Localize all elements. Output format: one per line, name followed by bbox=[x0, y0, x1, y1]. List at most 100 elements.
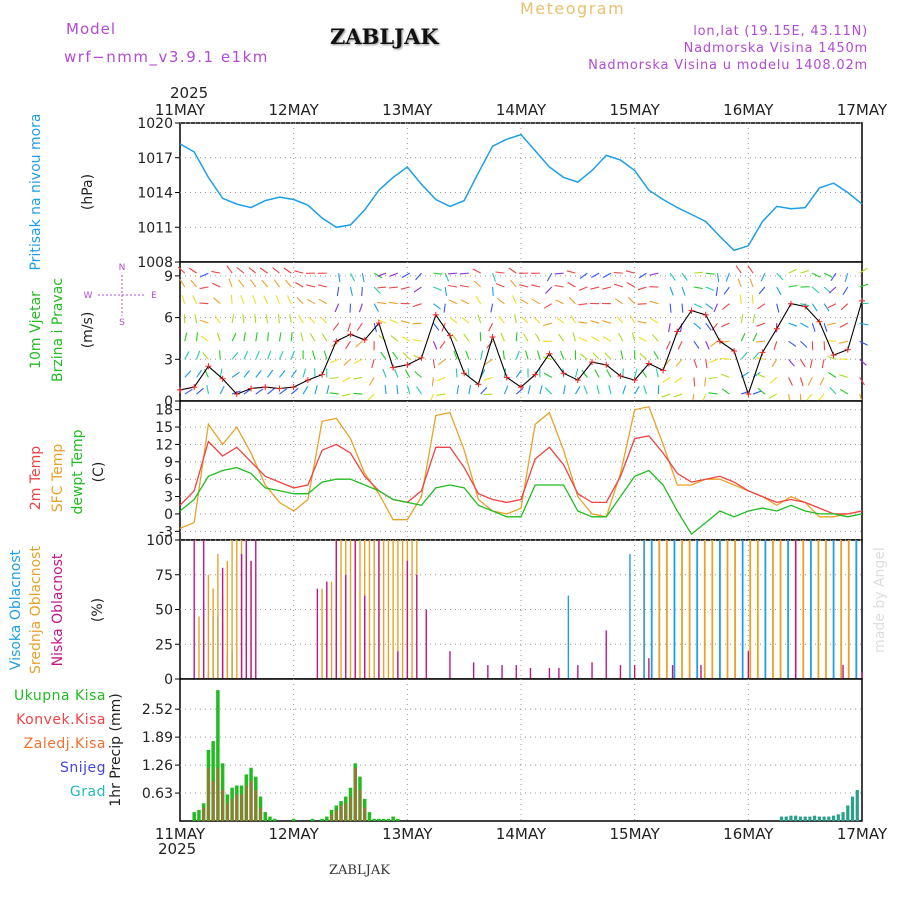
wind-barb bbox=[219, 368, 223, 378]
wind-gust-marker bbox=[532, 371, 539, 378]
wind-barb bbox=[196, 350, 201, 360]
wind-barb bbox=[492, 286, 494, 297]
wind-barb bbox=[196, 332, 198, 342]
wind-barb bbox=[242, 314, 245, 324]
wind-barb bbox=[823, 303, 830, 312]
wind-barb bbox=[437, 358, 446, 366]
wind-barb bbox=[708, 376, 718, 380]
precip-bar bbox=[272, 818, 277, 821]
wind-barb bbox=[568, 296, 576, 305]
wind-gust-marker bbox=[603, 361, 610, 368]
wind-barb bbox=[590, 286, 600, 290]
wind-barb bbox=[859, 267, 868, 274]
wind-barb bbox=[404, 369, 411, 378]
wind-barb bbox=[693, 271, 703, 274]
wind-barb bbox=[334, 303, 340, 313]
wind-barb bbox=[807, 377, 813, 386]
precip-bar bbox=[325, 816, 329, 821]
wind-barb bbox=[302, 386, 309, 395]
wind-barb bbox=[219, 385, 225, 395]
wind-barb bbox=[214, 315, 221, 324]
temperature-ytick-label: 15 bbox=[155, 420, 173, 436]
wind-barb bbox=[432, 359, 436, 369]
wind-barb bbox=[377, 301, 387, 305]
wind-barb bbox=[637, 320, 647, 324]
wind-barb bbox=[465, 350, 470, 360]
compass-s: S bbox=[119, 318, 125, 328]
wind-barb bbox=[638, 336, 647, 342]
x-tick-label-bottom: 12MAY bbox=[269, 825, 320, 843]
wind-barb bbox=[459, 272, 469, 275]
wind-barb bbox=[519, 284, 529, 288]
wind-gust-marker bbox=[304, 377, 311, 384]
wind-barb bbox=[776, 286, 782, 296]
wind-barb bbox=[800, 322, 809, 328]
wind-barb bbox=[768, 393, 778, 399]
wind-barb bbox=[634, 368, 638, 378]
wind-barb bbox=[240, 295, 245, 304]
wind-barb bbox=[616, 316, 624, 324]
wind-barb bbox=[590, 320, 600, 324]
wind-barb bbox=[414, 371, 422, 378]
wind-gust-marker bbox=[631, 377, 638, 384]
precip-bar bbox=[798, 816, 803, 821]
wind-barb bbox=[566, 270, 576, 274]
wind-barb bbox=[811, 303, 818, 312]
wind-barb bbox=[343, 358, 351, 366]
wind-barb bbox=[389, 318, 399, 324]
precip-bar bbox=[353, 767, 357, 821]
wind-unit: (m/s) bbox=[80, 312, 96, 349]
precip-bar bbox=[396, 818, 400, 821]
precip-bar bbox=[784, 816, 788, 821]
precip-bar bbox=[240, 794, 243, 821]
precip-bar bbox=[358, 789, 362, 821]
wind-barb bbox=[502, 350, 505, 360]
precip-bar bbox=[192, 812, 196, 821]
precip-bar bbox=[850, 796, 855, 821]
wind-barb bbox=[412, 338, 422, 342]
wind-barb bbox=[377, 286, 387, 289]
x-tick-label-bottom: 11MAY bbox=[155, 825, 206, 843]
wind-barb bbox=[555, 299, 564, 305]
wind-barb bbox=[347, 322, 352, 332]
wind-gust-marker bbox=[560, 370, 567, 377]
wind-barb bbox=[401, 336, 410, 342]
wind-gust-marker bbox=[475, 381, 482, 388]
wind-barb bbox=[693, 322, 702, 330]
precip-bar bbox=[344, 803, 348, 821]
temperature-ytick-label: 12 bbox=[155, 437, 173, 453]
precip-bar bbox=[794, 815, 798, 821]
wind-gust-marker bbox=[390, 364, 397, 371]
wind-barb bbox=[188, 267, 197, 274]
wind-barb bbox=[725, 272, 730, 282]
wind-barb bbox=[602, 320, 612, 324]
wind-barb bbox=[805, 393, 813, 402]
wind-ytick-label: 6 bbox=[164, 311, 173, 327]
wind-gust-marker bbox=[787, 300, 794, 307]
wind-barb bbox=[243, 370, 251, 378]
wind-gust-marker bbox=[489, 334, 496, 341]
wind-barb bbox=[377, 272, 387, 277]
wind-barb bbox=[455, 368, 458, 378]
wind-barb bbox=[336, 286, 340, 296]
wind-barb bbox=[275, 295, 280, 304]
wind-barb bbox=[388, 301, 398, 305]
wind-gust-marker bbox=[503, 374, 510, 381]
wind-barb bbox=[591, 272, 600, 278]
wind-barb bbox=[330, 358, 339, 364]
precip-bar bbox=[320, 818, 324, 821]
wind-barb bbox=[238, 279, 245, 288]
precip-legend-item: Konvek.Kisa bbox=[16, 712, 106, 728]
wind-gust-marker bbox=[319, 371, 326, 378]
wind-barb bbox=[563, 385, 566, 395]
precip-bar bbox=[813, 815, 817, 821]
wind-barb bbox=[839, 388, 849, 395]
wind-barb bbox=[392, 351, 399, 360]
wind-barb bbox=[503, 385, 509, 395]
wind-barb bbox=[179, 279, 186, 288]
precip-bar bbox=[216, 690, 220, 821]
wind-barb bbox=[356, 322, 363, 331]
wind-gust-marker bbox=[859, 297, 865, 304]
precip-bar bbox=[211, 781, 215, 821]
wind-gust-marker bbox=[262, 384, 269, 391]
